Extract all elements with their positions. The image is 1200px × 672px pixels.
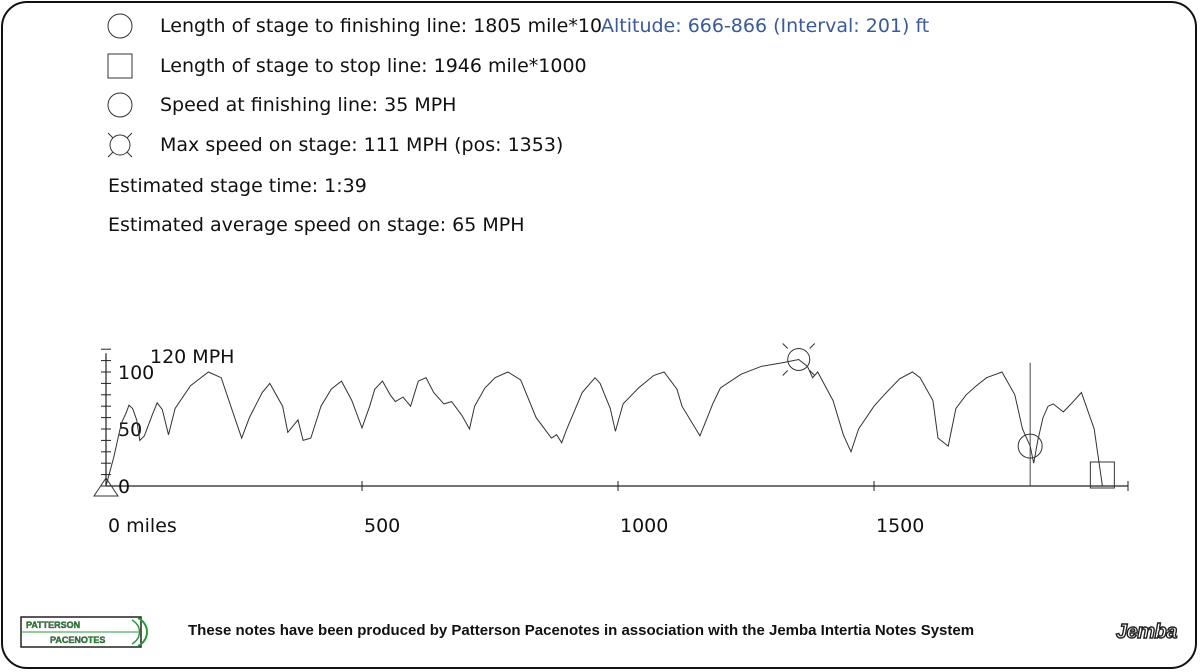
jemba-logo: Jemba [1115, 620, 1178, 643]
max-speed-marker-tick [809, 370, 816, 376]
max-speed-marker-tick [782, 343, 789, 349]
stage-time: Estimated stage time: 1:39 [108, 175, 367, 197]
legend-finish-length: Length of stage to finishing line: 1805 … [160, 15, 627, 37]
max-speed-marker [787, 347, 811, 371]
x-tick-label: 1000 [620, 515, 668, 537]
altitude-label: Altitude: 666-866 (Interval: 201) ft [601, 12, 934, 40]
legend-max-speed: Max speed on stage: 111 MPH (pos: 1353) [160, 134, 564, 156]
legend-max-speed-row [106, 131, 134, 159]
finish-marker [1017, 433, 1043, 459]
speed-line [105, 358, 1103, 487]
legend-finish-row [106, 12, 134, 40]
crossed-circle-icon [107, 132, 133, 158]
legend-finish-speed: Speed at finishing line: 35 MPH [160, 94, 457, 116]
circle-icon [107, 13, 133, 39]
square-icon [107, 53, 133, 79]
y-tick-label: 0 [118, 476, 130, 498]
x-tick-label: 0 miles [108, 515, 177, 537]
y-tick-label: 50 [118, 419, 142, 441]
max-speed-marker-tick [809, 343, 816, 349]
max-speed-marker-tick [782, 370, 789, 376]
legend-stop-row [106, 52, 134, 80]
footer-credit: These notes have been produced by Patter… [188, 622, 975, 639]
patterson-pacenotes-logo: PATTERSON PACENOTES [20, 616, 148, 648]
y-tick-label: 100 [118, 362, 154, 384]
logo-left-bottom-text: PACENOTES [50, 635, 105, 645]
logo-left-top-text: PATTERSON [26, 620, 80, 630]
stop-marker [1089, 461, 1115, 489]
legend-stop-length: Length of stage to stop line: 1946 mile*… [160, 55, 587, 77]
average-speed: Estimated average speed on stage: 65 MPH [108, 214, 525, 236]
y-axis-label: 120 MPH [150, 346, 234, 368]
x-tick-label: 500 [364, 515, 400, 537]
start-marker [93, 477, 119, 497]
x-tick-label: 1500 [876, 515, 924, 537]
circle-icon [107, 92, 133, 118]
legend-finish-speed-row [106, 91, 134, 119]
